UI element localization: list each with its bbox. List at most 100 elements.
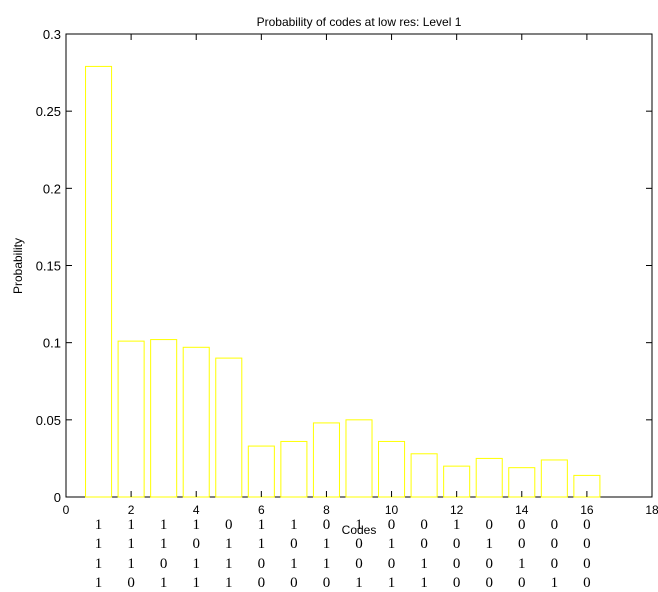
code-digit: 0 — [583, 556, 591, 572]
code-digit: 0 — [355, 556, 363, 572]
code-digit: 1 — [485, 536, 493, 552]
code-row-backing — [0, 555, 658, 570]
bar-8 — [312, 422, 340, 498]
code-digit: 0 — [583, 517, 591, 533]
plot-area — [65, 33, 653, 498]
code-digit: 0 — [583, 536, 591, 552]
code-digit: 1 — [420, 556, 428, 572]
code-digit: 0 — [160, 556, 168, 572]
y-tick-label: 0.25 — [36, 104, 61, 119]
code-digit: 0 — [518, 575, 526, 591]
bar-7 — [280, 440, 308, 498]
code-digit: 0 — [192, 536, 200, 552]
code-digit: 1 — [160, 536, 168, 552]
code-digit: 0 — [290, 575, 298, 591]
code-digit: 1 — [127, 556, 135, 572]
code-digit: 1 — [290, 556, 298, 572]
bar-9 — [345, 419, 373, 498]
x-tick-label: 10 — [385, 503, 399, 517]
x-tick-label: 0 — [63, 503, 70, 517]
code-row-backing — [0, 516, 658, 531]
code-digit: 1 — [258, 517, 266, 533]
x-tick-label: 16 — [580, 503, 594, 517]
code-digit: 1 — [355, 575, 363, 591]
code-digit: 0 — [551, 517, 559, 533]
code-digit: 0 — [485, 575, 493, 591]
code-digit: 1 — [95, 536, 103, 552]
code-digit: 1 — [258, 536, 266, 552]
code-digit: 0 — [518, 536, 526, 552]
code-digit: 1 — [160, 575, 168, 591]
code-digit: 0 — [355, 536, 363, 552]
x-tick-label: 2 — [128, 503, 135, 517]
code-digit: 0 — [388, 517, 396, 533]
code-digit: 1 — [453, 517, 461, 533]
code-digit: 1 — [127, 536, 135, 552]
y-tick-label: 0.1 — [43, 336, 61, 351]
y-axis-label: Probability — [11, 238, 25, 294]
x-tick-label: 6 — [258, 503, 265, 517]
x-tick-labels: 0 2 4 6 8 10 12 14 16 18 — [63, 503, 658, 517]
bar-4 — [182, 346, 210, 498]
bar-10 — [378, 440, 406, 498]
x-axis-label: Codes — [342, 523, 377, 537]
code-digit: 0 — [453, 575, 461, 591]
code-digit: 0 — [583, 575, 591, 591]
code-digit: 1 — [160, 517, 168, 533]
code-digit: 0 — [551, 536, 559, 552]
bar-13 — [475, 457, 503, 498]
x-tick-label: 14 — [515, 503, 529, 517]
y-ticks: 0 0.05 0.1 0.15 0.2 0.25 0.3 — [36, 27, 652, 505]
code-digit: 1 — [323, 556, 331, 572]
code-digit: 1 — [95, 556, 103, 572]
code-digit: 0 — [258, 556, 266, 572]
code-digit: 1 — [388, 536, 396, 552]
bars — [85, 65, 601, 498]
code-digit: 0 — [420, 536, 428, 552]
code-digit: 1 — [192, 575, 200, 591]
code-digit: 0 — [323, 575, 331, 591]
code-digit: 1 — [127, 517, 135, 533]
x-tick-label: 12 — [450, 503, 464, 517]
code-digit: 1 — [225, 575, 233, 591]
code-digit: 0 — [453, 556, 461, 572]
code-digit: 0 — [323, 517, 331, 533]
code-digit: 1 — [290, 517, 298, 533]
code-table: 1 1 1 1 0 1 1 0 1 0 0 1 0 0 0 0 1 1 1 0 1 1 0 1 0 1 0 0 1 0 0 0 1 1 0 1 1 0 1 1… — [0, 516, 658, 591]
code-digit: 0 — [485, 556, 493, 572]
y-tick-label: 0.3 — [43, 27, 61, 42]
bar-5 — [215, 357, 243, 498]
code-digit: 0 — [290, 536, 298, 552]
code-row-backing — [0, 574, 658, 589]
bar-2 — [117, 340, 145, 498]
code-digit: 1 — [225, 536, 233, 552]
code-digit: 1 — [323, 536, 331, 552]
code-digit: 1 — [192, 556, 200, 572]
x-tick-label: 18 — [645, 503, 658, 517]
x-tick-label: 4 — [193, 503, 200, 517]
code-digit: 1 — [192, 517, 200, 533]
code-digit: 0 — [420, 517, 428, 533]
code-digit: 0 — [518, 517, 526, 533]
code-digit: 0 — [551, 556, 559, 572]
code-digit: 1 — [225, 556, 233, 572]
code-digit: 0 — [258, 575, 266, 591]
bar-15 — [540, 459, 568, 498]
code-digit: 1 — [95, 517, 103, 533]
bar-3 — [150, 339, 178, 498]
code-digit: 1 — [420, 575, 428, 591]
x-ticks — [65, 34, 653, 497]
code-digit: 1 — [518, 556, 526, 572]
y-tick-label: 0.2 — [43, 181, 61, 196]
code-digit: 1 — [95, 575, 103, 591]
bar-6 — [247, 445, 275, 498]
code-digit: 0 — [225, 517, 233, 533]
bar-11 — [410, 453, 438, 498]
y-tick-label: 0.05 — [36, 413, 61, 428]
code-digit: 1 — [355, 517, 363, 533]
code-digit: 1 — [388, 575, 396, 591]
chart-title: Probability of codes at low res: Level 1 — [257, 15, 462, 29]
code-digit: 0 — [388, 556, 396, 572]
code-digit: 1 — [551, 575, 559, 591]
